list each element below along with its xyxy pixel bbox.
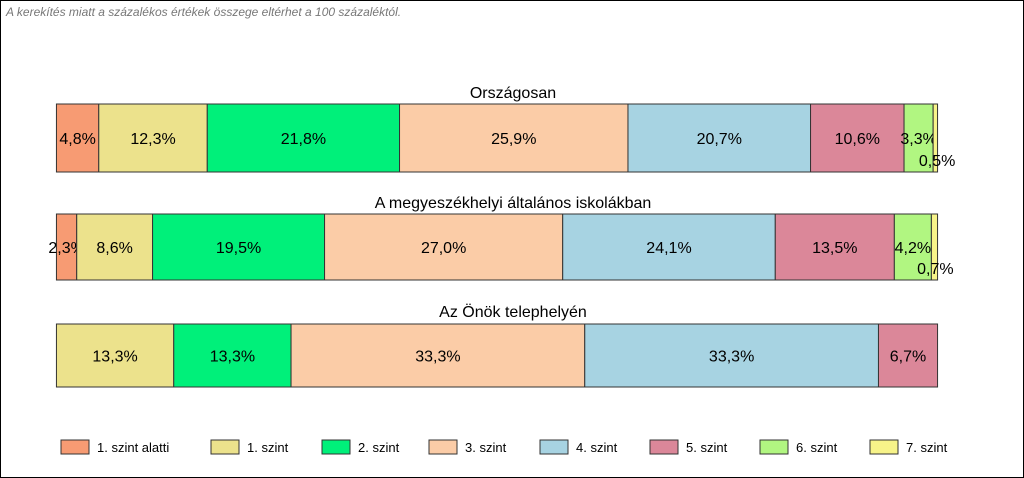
data-label: 24,1% — [646, 240, 691, 257]
legend-label: 6. szint — [796, 440, 838, 455]
rounding-note: A kerekítés miatt a százalékos értékek ö… — [6, 5, 402, 19]
data-label: 13,3% — [92, 349, 137, 366]
data-label: 33,3% — [709, 349, 754, 366]
data-label: 4,8% — [59, 131, 95, 148]
legend-swatch — [539, 439, 569, 455]
legend-label: 2. szint — [358, 440, 400, 455]
bar-segment — [774, 213, 895, 281]
bar-segment — [152, 213, 326, 281]
data-label: 13,3% — [210, 349, 255, 366]
data-label: 33,3% — [415, 349, 460, 366]
bar-segment — [627, 103, 812, 173]
bar-segment — [930, 213, 939, 281]
bar-segment — [903, 103, 934, 173]
legend-swatch — [60, 439, 90, 455]
bar-segment — [893, 213, 932, 281]
data-label: 27,0% — [421, 240, 466, 257]
legend-label: 3. szint — [465, 440, 507, 455]
data-label: 0,7% — [917, 261, 953, 278]
data-label: 20,7% — [697, 131, 742, 148]
data-label: 4,2% — [895, 240, 931, 257]
legend-swatch — [321, 439, 351, 455]
legend-label: 1. szint alatti — [97, 440, 169, 455]
data-label: 21,8% — [281, 131, 326, 148]
data-label: 19,5% — [216, 240, 261, 257]
group-title: Az Önök telephelyén — [439, 303, 587, 321]
legend-label: 4. szint — [576, 440, 618, 455]
legend-swatch — [210, 439, 240, 455]
data-label: 3,3% — [900, 131, 936, 148]
legend-swatch — [759, 439, 789, 455]
data-label: 6,7% — [890, 349, 926, 366]
legend-swatch — [869, 439, 899, 455]
bar-segment — [810, 103, 905, 173]
data-label: 12,3% — [130, 131, 175, 148]
data-label: 0,5% — [919, 153, 955, 170]
bar-segment — [76, 213, 154, 281]
bar-segment — [877, 323, 939, 388]
data-label: 8,6% — [96, 240, 132, 257]
group-title: Országosan — [470, 85, 556, 102]
legend-label: 7. szint — [906, 440, 948, 455]
legend-label: 5. szint — [686, 440, 728, 455]
group-title: A megyeszékhelyi általános iskolákban — [375, 195, 652, 212]
bar-segment — [290, 323, 586, 388]
data-label: 2,3% — [48, 240, 84, 257]
legend-swatch — [649, 439, 679, 455]
bar-segment — [399, 103, 629, 173]
legend-swatch — [428, 439, 458, 455]
data-label: 10,6% — [835, 131, 880, 148]
data-label: 25,9% — [491, 131, 536, 148]
bar-segment — [584, 323, 879, 388]
bar-segment — [98, 103, 208, 173]
bar-segment — [932, 103, 939, 173]
legend-label: 1. szint — [247, 440, 289, 455]
data-label: 13,5% — [812, 240, 857, 257]
bar-segment — [173, 323, 292, 388]
bar-segment — [562, 213, 776, 281]
bar-segment — [55, 323, 175, 388]
